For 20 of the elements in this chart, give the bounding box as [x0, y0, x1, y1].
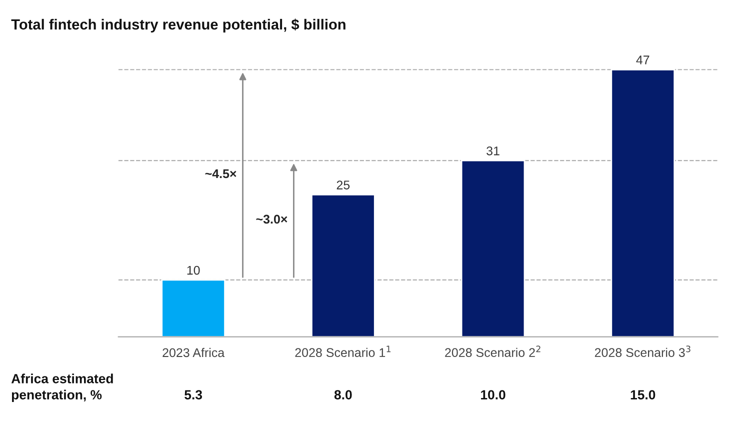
- text: 8.0: [334, 390, 352, 400]
- annotation: ~3.0×: [256, 214, 288, 224]
- chart-title: Total fintech industry revenue potential, $ billion: [11, 18, 346, 32]
- annotation: ~4.5×: [205, 169, 236, 178]
- data-label: 10: [187, 266, 200, 275]
- bar: [460, 160, 526, 337]
- bar: [311, 194, 376, 337]
- bar: [610, 68, 676, 337]
- text: Africa estimated penetration, %: [11, 374, 113, 402]
- bar: [161, 279, 226, 337]
- data-label: 31: [486, 146, 500, 156]
- text: 10.0: [481, 390, 506, 400]
- data-label: 47: [636, 56, 650, 64]
- x-tick-label: 2028 Scenario 1$^{1}$: [295, 346, 391, 358]
- x-tick-label: 2023 Africa: [162, 348, 225, 358]
- x-tick-label: 2028 Scenario 2$^{2}$: [445, 346, 540, 357]
- x-tick-label: 2028 Scenario 3$^{3}$: [594, 346, 690, 357]
- text: 5.3: [184, 390, 202, 400]
- text: 15.0: [630, 390, 656, 400]
- data-label: 25: [336, 180, 350, 190]
